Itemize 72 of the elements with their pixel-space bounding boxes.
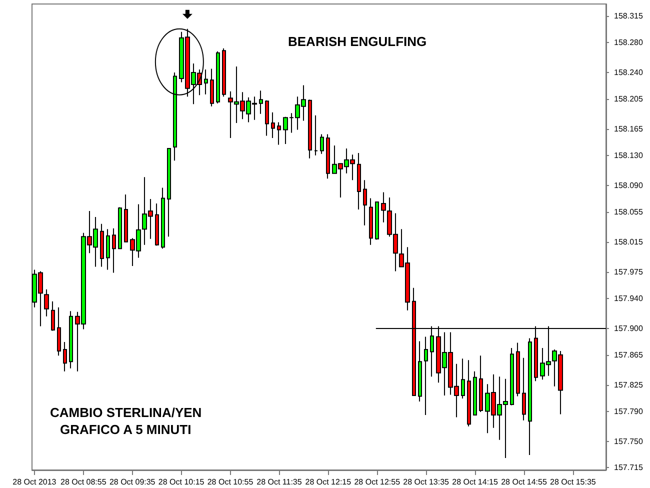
x-tick-label: 28 Oct 08:55 [60, 478, 107, 486]
candlestick [155, 203, 159, 246]
candlestick [100, 223, 104, 268]
y-tick-label: 157.865 [614, 350, 644, 360]
candlestick [216, 50, 220, 104]
candlestick [369, 198, 373, 246]
candlestick [210, 68, 214, 107]
y-tick-label: 158.015 [614, 237, 644, 246]
candlestick [516, 342, 520, 397]
candlestick [265, 100, 269, 136]
candlestick [118, 206, 122, 250]
x-tick-label: 28 Oct 13:35 [403, 478, 450, 486]
candlestick [522, 357, 526, 421]
candlestick [363, 180, 367, 226]
y-tick-label: 157.975 [614, 268, 644, 277]
y-tick-label: 158.090 [614, 180, 644, 190]
candlestick [308, 99, 312, 159]
candlestick [51, 300, 55, 332]
candlestick [173, 72, 177, 162]
annotation: BEARISH ENGULFING [288, 34, 427, 49]
x-tick-label: 28 Oct 10:55 [207, 478, 254, 486]
candlestick [326, 134, 330, 180]
candlestick [375, 201, 379, 240]
candlestick [161, 187, 165, 250]
candlestick [418, 340, 422, 402]
candlestick [106, 228, 110, 270]
candlestick [314, 114, 318, 156]
candlestick [510, 348, 514, 406]
y-tick-label: 158.055 [614, 207, 644, 216]
y-tick-label: 158.280 [614, 38, 644, 47]
y-tick-label: 158.130 [614, 150, 644, 160]
candlestick [204, 68, 208, 95]
x-tick-label: 28 Oct 11:35 [256, 478, 302, 486]
x-tick-label: 28 Oct 14:55 [501, 478, 548, 486]
y-tick-label: 158.165 [614, 124, 644, 134]
candlestick [167, 148, 171, 238]
candlestick [528, 338, 532, 456]
x-tick-label: 28 Oct 15:35 [550, 478, 596, 486]
candlestick [112, 228, 116, 274]
candlestick [222, 48, 226, 98]
candlestick [320, 134, 324, 154]
candlestick [271, 112, 275, 139]
candlestick [461, 358, 465, 399]
y-tick-label: 158.205 [614, 94, 644, 104]
y-tick-label: 157.940 [614, 294, 644, 303]
candlestick [63, 342, 67, 372]
y-tick-label: 157.715 [614, 463, 644, 472]
y-tick-label: 157.900 [614, 324, 644, 333]
candlestick [479, 355, 483, 413]
candlestick [259, 90, 263, 114]
y-tick-label: 158.315 [614, 12, 644, 21]
candlestick [44, 288, 49, 317]
candlestick [57, 306, 61, 356]
candlestick [424, 336, 428, 416]
candlestick [124, 194, 128, 242]
y-tick-label: 158.240 [614, 68, 644, 78]
x-tick-label: 28 Oct 10:15 [158, 478, 205, 486]
candlestick [277, 122, 281, 146]
x-tick-label: 28 Oct 14:15 [452, 478, 498, 486]
y-tick-label: 157.825 [614, 380, 644, 390]
x-tick-label: 28 Oct 12:15 [305, 478, 352, 486]
annotation: GRAFICO A 5 MINUTI [60, 422, 192, 437]
candlestick [69, 310, 73, 369]
y-tick-label: 157.750 [614, 436, 644, 446]
x-tick-label: 28 Oct 2013 [12, 478, 57, 486]
candlestick [473, 370, 477, 416]
x-tick-label: 28 Oct 09:35 [109, 478, 156, 486]
candlestick [357, 152, 361, 210]
candlestick [467, 360, 471, 427]
x-tick-label: 28 Oct 12:55 [354, 478, 401, 486]
y-tick-label: 157.790 [614, 406, 644, 416]
annotation: CAMBIO STERLINA/YEN [50, 405, 202, 420]
